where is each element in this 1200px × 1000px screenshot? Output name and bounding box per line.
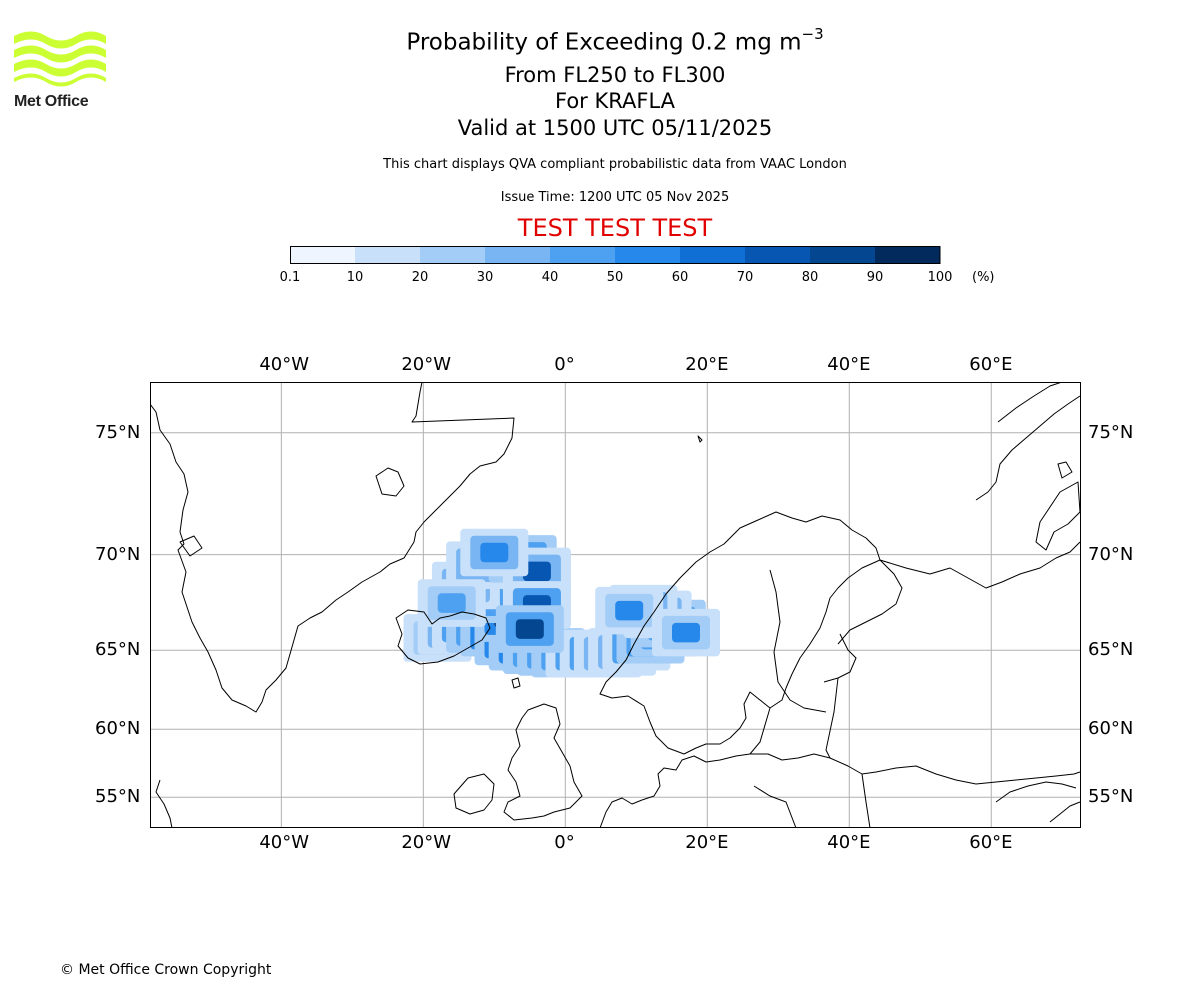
colorbar-segment [485, 246, 551, 264]
lon-label-top: 40°E [827, 354, 871, 375]
lat-label-left: 65°N [95, 639, 141, 661]
colorbar-tick-label: 80 [801, 270, 819, 285]
lon-label-bottom: 0° [554, 832, 575, 853]
lon-label-top: 0° [554, 354, 575, 375]
lat-label-left: 75°N [95, 421, 141, 443]
subtitle-flight-levels: From FL250 to FL300 [504, 63, 726, 87]
coastlines [150, 382, 1081, 828]
lon-label-top: 20°W [401, 354, 452, 375]
lon-label-bottom: 20°W [401, 832, 452, 853]
colorbar-tick-label: 30 [476, 270, 494, 285]
map-panel [150, 382, 1081, 828]
plume-cell [437, 593, 466, 613]
lat-label-right: 65°N [1088, 639, 1134, 661]
colorbar-tick-label: 90 [866, 270, 884, 285]
borders [749, 677, 871, 828]
colorbar-tick-label: 100 [927, 270, 953, 285]
colorbar-segment [745, 246, 811, 264]
chart-description: This chart displays QVA compliant probab… [383, 157, 847, 172]
lat-label-left: 55°N [95, 786, 141, 808]
met-office-logo-text: Met Office [14, 93, 89, 110]
coastline-iceland [395, 609, 491, 665]
colorbar-segment [810, 246, 876, 264]
coastline-ireland [453, 773, 495, 815]
plume-cell [615, 600, 644, 621]
colorbar [290, 246, 941, 264]
subtitle-volcano: For KRAFLA [555, 89, 675, 113]
colorbar-tick-label: 40 [541, 270, 559, 285]
colorbar-tick-label: 0.1 [279, 270, 301, 285]
copyright-notice: © Met Office Crown Copyright [60, 962, 272, 978]
lat-label-right: 55°N [1088, 786, 1134, 808]
issue-time: Issue Time: 1200 UTC 05 Nov 2025 [500, 190, 730, 205]
lat-label-right: 70°N [1088, 543, 1134, 565]
colorbar-unit: (%) [972, 270, 995, 285]
colorbar-segment [420, 246, 486, 264]
coastline-continent [599, 753, 1081, 828]
lon-label-top: 60°E [969, 354, 1013, 375]
colorbar-tick-label: 10 [346, 270, 364, 285]
chart-title: Probability of Exceeding 0.2 mg m−3 [0, 25, 1200, 56]
colorbar-tick-label: 20 [411, 270, 429, 285]
colorbar-segment [355, 246, 421, 264]
met-office-wave-logo-icon [14, 31, 106, 87]
plume-cell [671, 622, 700, 643]
colorbar-segment [680, 246, 746, 264]
lon-label-bottom: 20°E [685, 832, 729, 853]
plume-cell [522, 561, 551, 582]
ash-probability-plume [403, 528, 720, 678]
lon-label-bottom: 40°W [259, 832, 310, 853]
colorbar-segment [615, 246, 681, 264]
coastline-britain [503, 703, 583, 821]
lon-label-top: 40°W [259, 354, 310, 375]
lat-label-right: 60°N [1088, 718, 1134, 740]
chart-title-superscript: −3 [801, 25, 824, 43]
test-banner: TEST TEST TEST [517, 214, 713, 242]
lat-label-right: 75°N [1088, 421, 1134, 443]
colorbar-segment [875, 246, 941, 264]
plume-cell [515, 619, 544, 639]
coastline-scandinavia [599, 511, 881, 755]
lon-label-top: 20°E [685, 354, 729, 375]
colorbar-tick-label: 60 [671, 270, 689, 285]
lat-label-left: 60°N [95, 718, 141, 740]
plume-cell [480, 542, 509, 563]
colorbar-tick-label: 50 [606, 270, 624, 285]
lon-label-bottom: 40°E [827, 832, 871, 853]
colorbar-segment [550, 246, 616, 264]
colorbar-tick-label: 70 [736, 270, 754, 285]
subtitle-valid-time: Valid at 1500 UTC 05/11/2025 [457, 116, 773, 140]
colorbar-frame [290, 246, 941, 264]
coastline-novaya-zemlya [975, 382, 1081, 501]
coastline-greenland [150, 382, 515, 713]
lon-label-bottom: 60°E [969, 832, 1013, 853]
chart-title-main: Probability of Exceeding 0.2 mg m [406, 29, 802, 56]
lat-label-left: 70°N [95, 543, 141, 565]
colorbar-segment [290, 246, 356, 264]
